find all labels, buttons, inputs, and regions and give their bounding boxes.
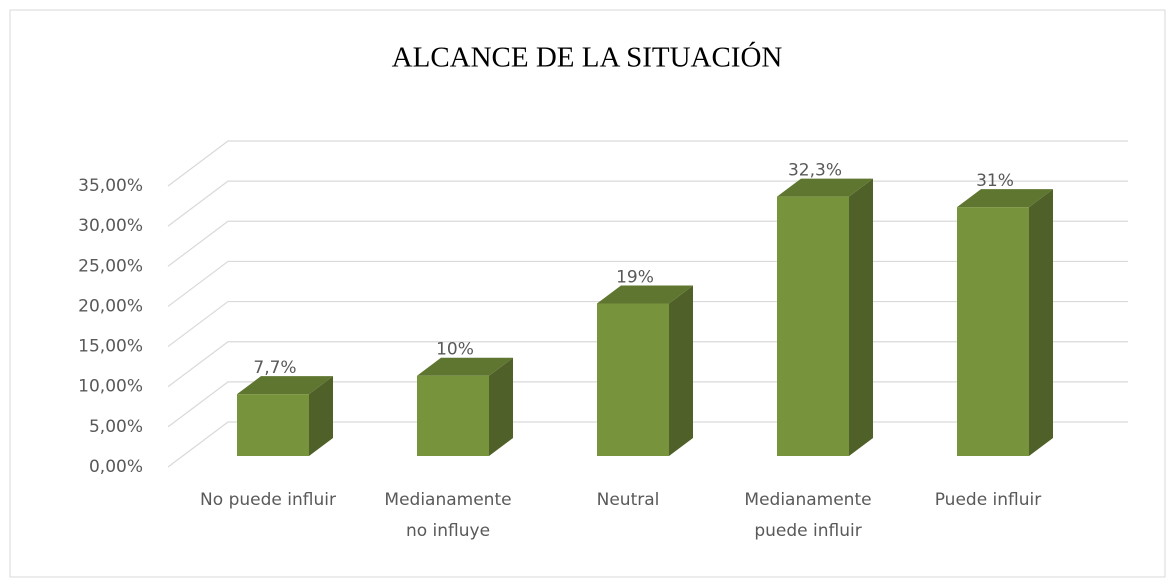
bar bbox=[777, 178, 873, 457]
bar bbox=[417, 357, 513, 456]
bar-top bbox=[417, 357, 513, 376]
bar-front bbox=[777, 196, 849, 457]
value-label: 19% bbox=[616, 267, 654, 287]
bar-side bbox=[489, 357, 513, 456]
bar-front bbox=[417, 375, 489, 456]
x-tick-label: Neutral bbox=[597, 490, 660, 510]
x-tick-label: No puede influir bbox=[200, 490, 336, 510]
bar-front bbox=[957, 207, 1029, 456]
bar-top bbox=[237, 376, 333, 395]
x-tick-label: Medianamente no influye bbox=[384, 490, 511, 541]
bar-side bbox=[1029, 189, 1053, 456]
bar bbox=[957, 189, 1053, 456]
y-tick-label: 20,00% bbox=[78, 296, 143, 316]
y-tick-label: 35,00% bbox=[78, 176, 143, 196]
chart-title: ALCANCE DE LA SITUACIÓN bbox=[392, 41, 783, 74]
value-label: 32,3% bbox=[788, 161, 842, 181]
bar-top bbox=[957, 189, 1053, 208]
bar-top bbox=[777, 178, 873, 197]
y-tick-label: 0,00% bbox=[89, 457, 143, 477]
y-tick-label: 25,00% bbox=[78, 256, 143, 276]
bar-side bbox=[309, 376, 333, 456]
bar-top bbox=[597, 285, 693, 304]
y-tick-label: 10,00% bbox=[78, 377, 143, 397]
y-tick-label: 30,00% bbox=[78, 216, 143, 236]
bar bbox=[597, 285, 693, 456]
bar-side bbox=[669, 285, 693, 456]
x-tick-label: Puede influir bbox=[935, 490, 1042, 510]
y-tick-label: 15,00% bbox=[78, 337, 143, 357]
value-label: 31% bbox=[976, 171, 1014, 191]
y-tick-label: 5,00% bbox=[89, 417, 143, 437]
value-label: 10% bbox=[436, 340, 474, 360]
grid-line bbox=[167, 140, 1128, 187]
bar-side bbox=[849, 178, 873, 457]
value-label: 7,7% bbox=[253, 358, 296, 378]
bar bbox=[237, 376, 333, 456]
bar-front bbox=[237, 394, 309, 456]
bar-front bbox=[597, 303, 669, 456]
x-tick-label: Medianamente puede influir bbox=[744, 490, 871, 541]
